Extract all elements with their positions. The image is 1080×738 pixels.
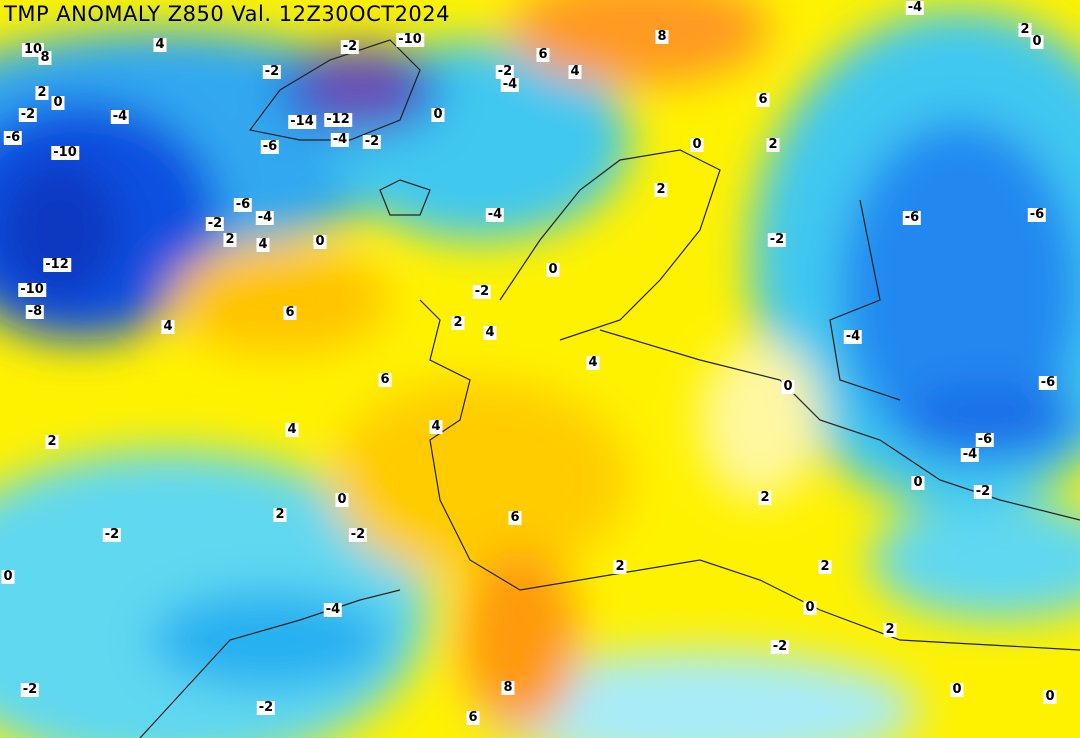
contour-label: -2 [20, 682, 40, 697]
contour-label: -6 [3, 130, 23, 145]
contour-label: 4 [161, 319, 175, 334]
contour-label: -2 [340, 39, 360, 54]
contour-label: 8 [501, 680, 515, 695]
contour-label: -14 [288, 114, 316, 129]
contour-label: 2 [1018, 22, 1032, 37]
contour-label: -4 [330, 132, 350, 147]
contour-label: 0 [431, 107, 445, 122]
contour-label: 2 [883, 622, 897, 637]
contour-label: 4 [483, 325, 497, 340]
contour-label: 4 [256, 237, 270, 252]
contour-label: -4 [485, 207, 505, 222]
contour-label: -6 [1038, 375, 1058, 390]
contour-label: -6 [1027, 207, 1047, 222]
contour-label: -2 [256, 700, 276, 715]
contour-label: -2 [767, 232, 787, 247]
contour-label: -4 [323, 602, 343, 617]
contour-label: -2 [18, 107, 38, 122]
contour-label: 0 [51, 95, 65, 110]
contour-label: 0 [803, 600, 817, 615]
contour-label: -2 [102, 527, 122, 542]
contour-label: -12 [324, 112, 352, 127]
contour-label: -2 [770, 639, 790, 654]
contour-label: 2 [45, 434, 59, 449]
contour-label: 0 [1030, 34, 1044, 49]
contour-label: -4 [500, 77, 520, 92]
contour-label: 2 [818, 559, 832, 574]
contour-label: 0 [911, 475, 925, 490]
contour-label: -2 [362, 134, 382, 149]
contour-label: -4 [843, 329, 863, 344]
contour-label: 6 [283, 305, 297, 320]
contour-label: -4 [255, 210, 275, 225]
contour-label: 0 [950, 682, 964, 697]
contour-label: 2 [654, 182, 668, 197]
contour-label: 2 [758, 490, 772, 505]
contour-label: 0 [781, 379, 795, 394]
contour-label: -6 [260, 139, 280, 154]
contour-label: 6 [378, 372, 392, 387]
contour-label: -2 [973, 484, 993, 499]
contour-label: 2 [273, 507, 287, 522]
contour-label: -10 [396, 32, 424, 47]
contour-label: 2 [613, 559, 627, 574]
contour-label: -2 [495, 64, 515, 79]
map-title: TMP ANOMALY Z850 Val. 12Z30OCT2024 [4, 2, 451, 26]
contour-label: 2 [223, 232, 237, 247]
contour-label: 0 [546, 262, 560, 277]
contour-label: -10 [18, 282, 46, 297]
contour-label: -2 [205, 216, 225, 231]
contour-label: -6 [975, 432, 995, 447]
contour-label: 6 [508, 510, 522, 525]
contour-label: 8 [655, 29, 669, 44]
contour-label: -4 [110, 109, 130, 124]
contour-label: -10 [51, 145, 79, 160]
contour-label: 6 [756, 92, 770, 107]
contour-label: -2 [262, 64, 282, 79]
contour-label: 2 [451, 315, 465, 330]
contour-label: 0 [313, 234, 327, 249]
contour-label: -2 [472, 284, 492, 299]
contour-label: 6 [536, 47, 550, 62]
contour-label: -4 [960, 447, 980, 462]
contour-label: -12 [43, 257, 71, 272]
contour-label: -2 [348, 527, 368, 542]
contour-label: -4 [905, 0, 925, 15]
contour-label: 2 [35, 85, 49, 100]
contour-label: 0 [1043, 689, 1057, 704]
contour-label: 0 [335, 492, 349, 507]
contour-label: 2 [766, 137, 780, 152]
contour-label: 4 [586, 355, 600, 370]
contour-label: -6 [233, 197, 253, 212]
contour-label: 8 [38, 50, 52, 65]
contour-label: -6 [902, 210, 922, 225]
contour-label: 6 [466, 710, 480, 725]
contour-label: 4 [285, 422, 299, 437]
contour-label: 4 [429, 419, 443, 434]
contour-label: 4 [568, 64, 582, 79]
contour-label: 0 [690, 137, 704, 152]
contour-label: 4 [153, 37, 167, 52]
contour-label: 0 [1, 569, 15, 584]
contour-label: -8 [25, 304, 45, 319]
